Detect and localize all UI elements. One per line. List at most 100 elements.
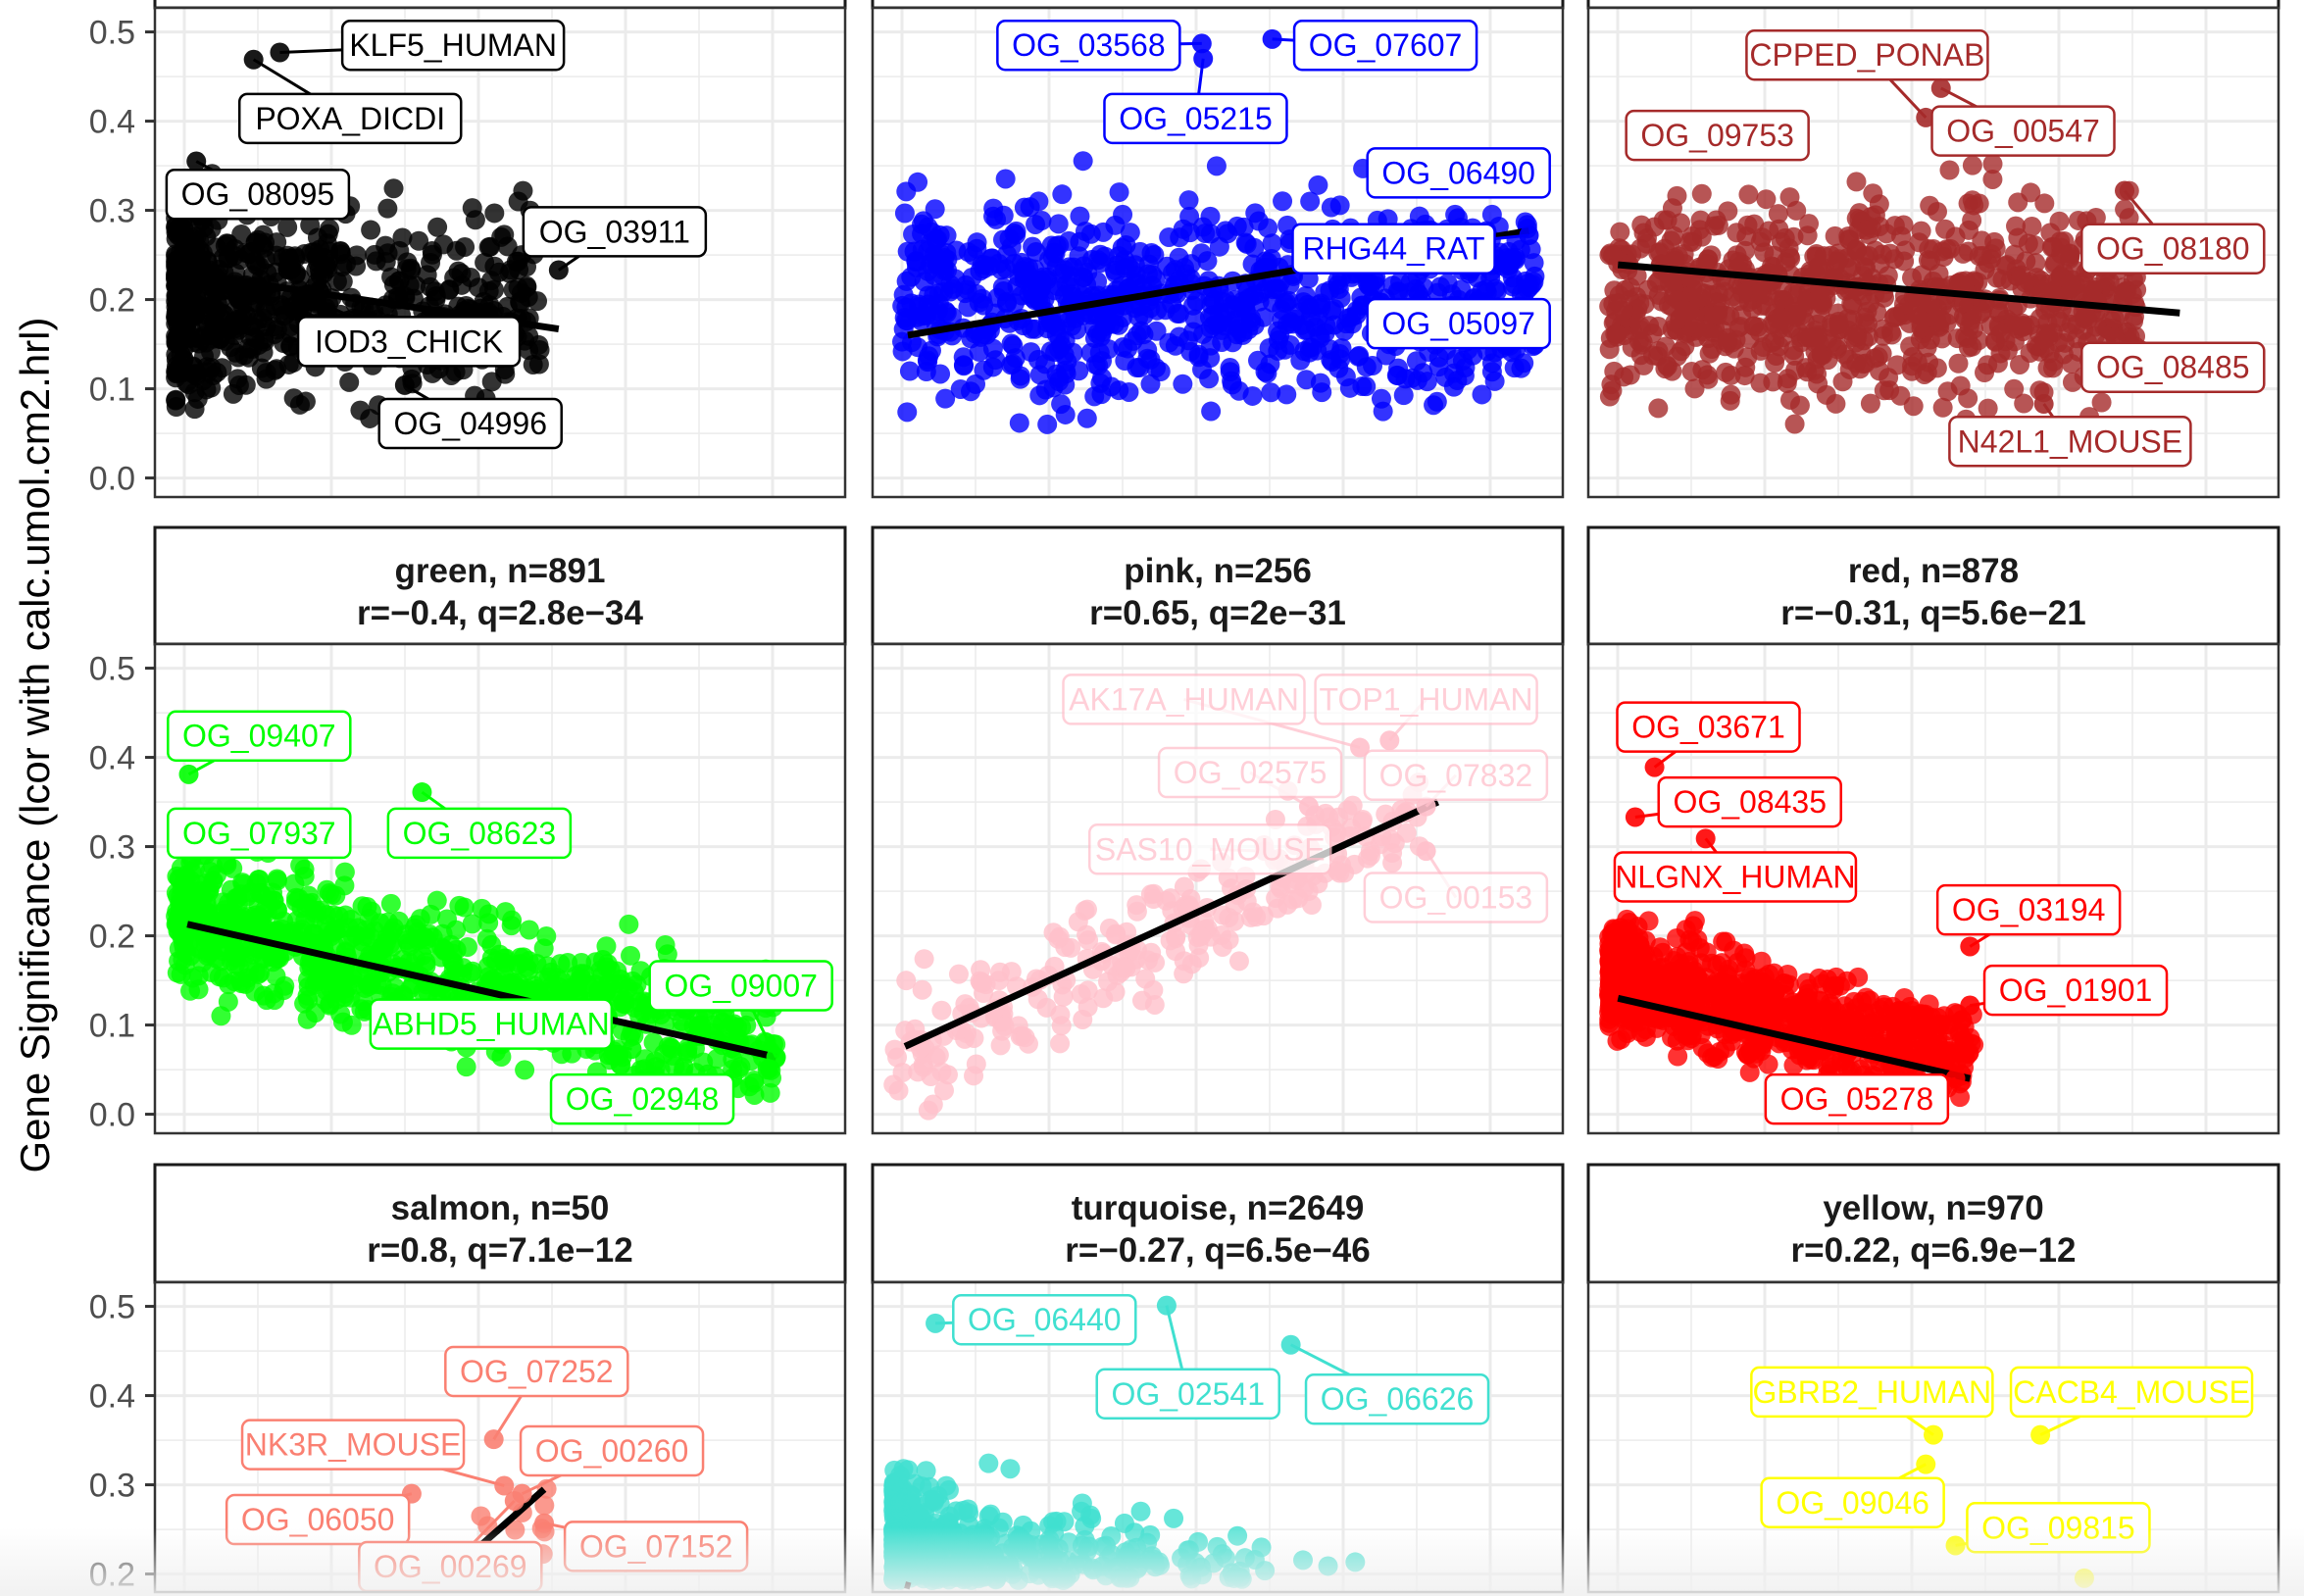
data-point xyxy=(1001,355,1022,375)
data-point xyxy=(1037,414,1058,434)
data-point xyxy=(1690,1024,1711,1045)
data-point xyxy=(1832,372,1853,392)
data-point xyxy=(1146,321,1167,341)
data-point xyxy=(914,949,934,970)
data-point xyxy=(1679,929,1700,950)
data-point xyxy=(1484,371,1505,391)
point-label-box xyxy=(1366,147,1551,199)
data-point xyxy=(1321,197,1341,218)
data-point xyxy=(899,361,920,381)
data-point xyxy=(1894,251,1915,272)
data-point xyxy=(306,260,326,280)
data-point xyxy=(1737,215,1758,235)
point-label-box xyxy=(522,206,708,258)
data-point xyxy=(2027,268,2047,288)
data-point xyxy=(1060,276,1080,297)
data-point xyxy=(316,980,336,1001)
data-point xyxy=(1913,1004,1933,1024)
data-point xyxy=(1809,990,1829,1011)
data-point xyxy=(1866,1018,1886,1038)
data-point xyxy=(383,274,404,295)
data-point xyxy=(533,938,554,959)
data-point xyxy=(1808,374,1828,394)
data-point xyxy=(983,206,1004,226)
data-point xyxy=(267,245,287,266)
data-point xyxy=(1826,393,1846,414)
labeled-point xyxy=(548,260,569,280)
data-point xyxy=(212,358,232,378)
data-point xyxy=(1806,246,1827,267)
data-point xyxy=(176,296,197,317)
labeled-point xyxy=(1930,77,1951,98)
data-point xyxy=(217,855,237,875)
data-point xyxy=(1794,298,1815,319)
data-point xyxy=(481,372,502,392)
data-point xyxy=(1728,251,1749,272)
data-point xyxy=(1808,314,1828,334)
data-point xyxy=(267,359,287,379)
data-point xyxy=(1373,401,1393,422)
data-point xyxy=(972,288,992,309)
data-point xyxy=(1599,1016,1620,1036)
data-point xyxy=(1756,295,1777,316)
data-point xyxy=(1376,804,1396,824)
data-point xyxy=(1610,222,1630,242)
point-label-box xyxy=(1613,851,1858,903)
data-point xyxy=(1178,190,1199,211)
data-point xyxy=(1261,382,1281,403)
data-point xyxy=(1603,980,1624,1001)
data-point xyxy=(1348,346,1369,367)
data-point xyxy=(1183,322,1204,342)
data-point xyxy=(1342,314,1363,334)
data-point xyxy=(1900,336,1921,357)
data-point xyxy=(739,1076,760,1097)
data-point xyxy=(613,993,633,1014)
data-point xyxy=(1026,270,1046,290)
data-point xyxy=(225,342,246,363)
data-point xyxy=(284,873,305,894)
data-point xyxy=(677,1043,698,1064)
data-point xyxy=(1127,901,1147,922)
panel-border xyxy=(871,6,1565,499)
point-label-box xyxy=(1088,823,1332,875)
point-label-box xyxy=(1935,883,2122,936)
point-label-text: OG_05215 xyxy=(1119,101,1273,136)
data-point xyxy=(1262,233,1282,254)
data-point xyxy=(224,971,244,991)
data-point xyxy=(1611,1029,1631,1050)
labeled-point xyxy=(1625,807,1645,827)
labeled-point xyxy=(1350,737,1371,758)
data-point xyxy=(1874,380,1894,401)
data-point xyxy=(253,224,274,245)
data-point xyxy=(1668,1046,1688,1067)
data-point xyxy=(1001,962,1022,982)
data-point xyxy=(643,1032,664,1053)
point-label-text: CPPED_PONAB xyxy=(1749,37,1984,73)
data-point xyxy=(993,281,1014,302)
data-point xyxy=(901,332,922,353)
labeled-point xyxy=(494,1475,515,1496)
data-point xyxy=(1828,251,1848,272)
labeled-point xyxy=(2115,180,2135,201)
point-label-text: OG_07152 xyxy=(579,1528,733,1564)
data-point xyxy=(534,1495,555,1516)
regression-line xyxy=(1617,994,1972,1082)
data-point xyxy=(2004,378,2025,399)
facet-stats: r=−0.27, q=6.5e−46 xyxy=(1065,1231,1370,1270)
data-point xyxy=(397,929,418,950)
point-label-box xyxy=(1366,297,1551,350)
data-point xyxy=(1329,863,1350,883)
data-point xyxy=(901,293,922,314)
data-point xyxy=(1622,337,1642,358)
data-point xyxy=(1339,377,1360,398)
data-point xyxy=(2113,282,2133,303)
data-point xyxy=(1936,313,1957,333)
point-label-text: OG_06050 xyxy=(241,1502,395,1537)
data-point xyxy=(1914,1040,1934,1061)
points-red xyxy=(1599,909,1984,1115)
data-point xyxy=(285,265,306,285)
data-point xyxy=(1661,230,1681,251)
labeled-point xyxy=(534,1513,555,1533)
